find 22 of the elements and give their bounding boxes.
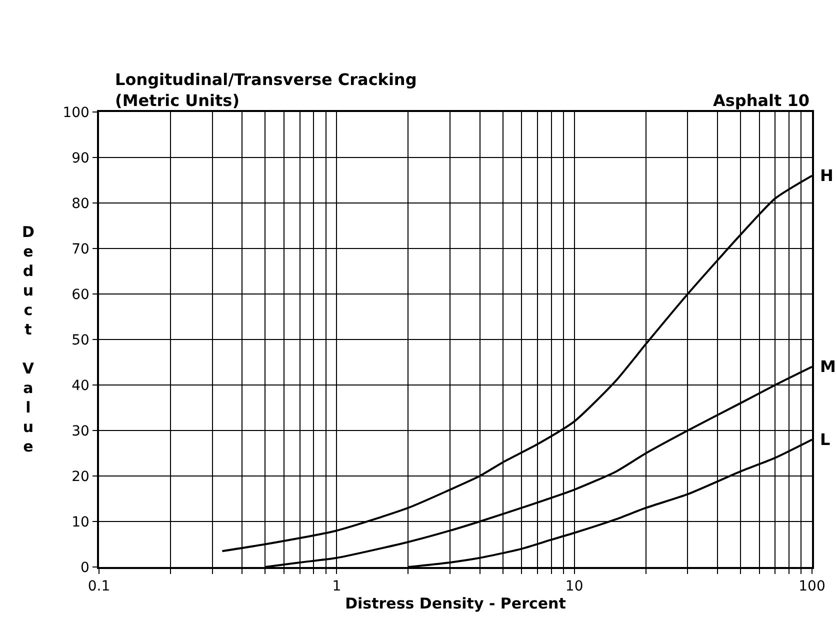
series-label: L	[820, 430, 830, 449]
y-tick-label: 60	[72, 286, 90, 303]
y-tick-label: 0	[80, 560, 90, 576]
x-tick-label: 0.1	[88, 578, 110, 595]
text: Deduct Value	[22, 223, 34, 456]
y-tick-label: 80	[72, 196, 90, 212]
series-label: M	[820, 357, 836, 376]
x-tick-label: 100	[798, 578, 826, 595]
chart-title: Longitudinal/Transverse Cracking (Metric Units)	[115, 70, 417, 110]
y-tick-label: 90	[72, 150, 90, 166]
y-tick-label: 20	[72, 468, 90, 485]
x-axis-title: Distress Density - Percent	[345, 594, 566, 613]
series-label: H	[820, 166, 834, 185]
y-tick-label: 100	[62, 104, 90, 121]
x-tick-label: 1	[332, 578, 342, 595]
y-tick-label: 30	[72, 423, 90, 440]
text: Asphalt 10	[713, 91, 810, 110]
y-tick-label: 40	[72, 378, 90, 394]
x-tick-label: 10	[565, 578, 584, 595]
y-tick-label: 50	[72, 332, 90, 348]
y-tick-label: 70	[72, 241, 90, 258]
y-tick-label: 10	[72, 514, 90, 530]
